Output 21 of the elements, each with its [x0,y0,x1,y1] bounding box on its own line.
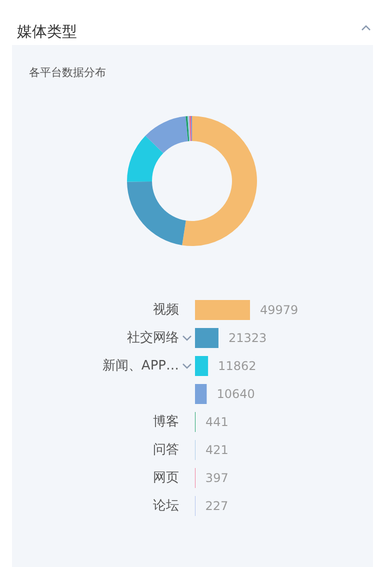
bar [195,328,218,348]
data-label: 10640 [216,387,255,401]
bar [195,356,208,376]
data-label: 397 [205,471,228,485]
y-tick-label: 视频 [153,302,179,318]
chart-title: 媒体类型 [17,22,77,40]
y-tick-label: 新闻、APP… [102,358,179,374]
chart-subtitle: 各平台数据分布 [29,66,106,79]
data-label: 421 [205,443,228,457]
y-tick-label: 论坛 [153,498,179,514]
y-tick-label: 博客 [153,414,179,430]
data-label: 441 [205,415,228,429]
y-tick-label: 社交网络 [127,330,179,346]
y-tick-label: 问答 [153,442,179,458]
y-tick-label: 网页 [153,470,179,486]
data-label: 11862 [218,359,256,373]
bar [195,300,250,320]
data-label: 49979 [260,303,298,317]
data-label: 227 [205,499,228,513]
data-label: 21323 [228,331,267,345]
bar [195,384,207,404]
